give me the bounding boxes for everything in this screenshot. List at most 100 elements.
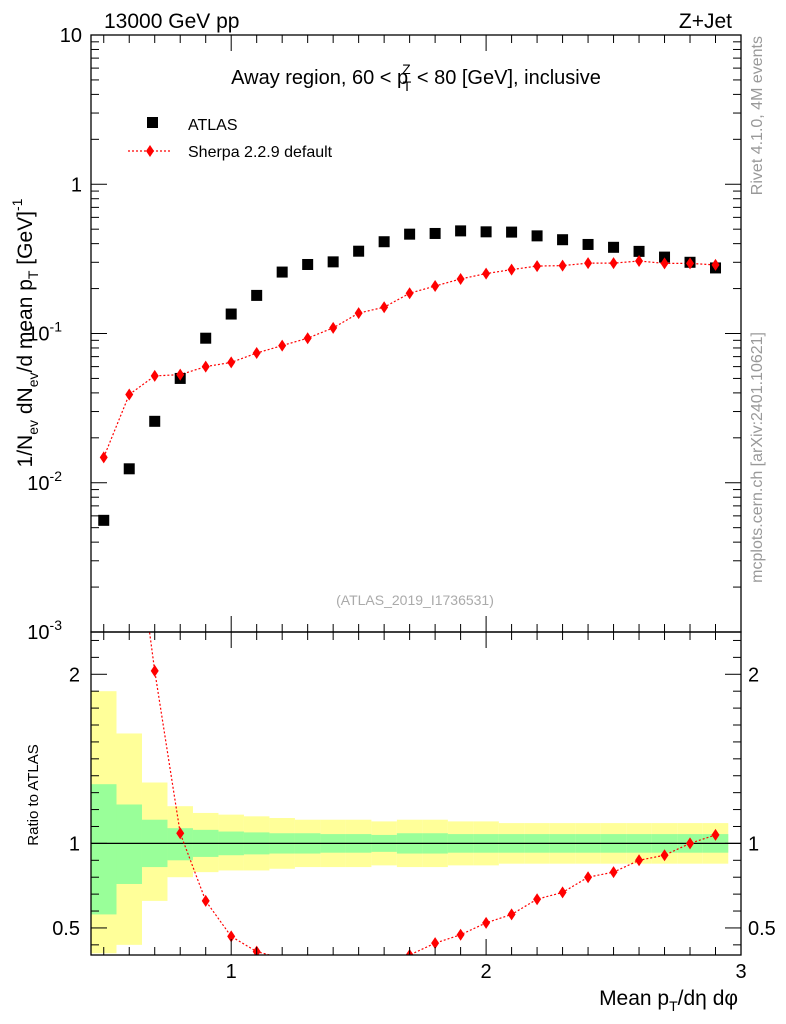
ratio-point — [431, 937, 440, 950]
atlas-point — [98, 514, 110, 526]
x-tick-label: 2 — [481, 961, 492, 983]
legend-atlas-label: ATLAS — [188, 117, 238, 134]
mcplots-label: mcplots.cern.ch [arXiv:2401.10621] — [749, 332, 766, 583]
atlas-point — [480, 226, 492, 238]
ratio-y-tick-label-right: 0.5 — [748, 918, 776, 940]
sherpa-point — [431, 280, 440, 293]
analysis-watermark: (ATLAS_2019_I1736531) — [336, 592, 494, 608]
atlas-point — [200, 332, 212, 344]
ratio-point — [482, 916, 491, 929]
atlas-point — [378, 236, 390, 248]
x-tick-label: 1 — [226, 961, 237, 983]
sherpa-point — [609, 257, 618, 270]
sherpa-point — [507, 263, 516, 276]
atlas-point — [149, 415, 161, 427]
ratio-y-tick-label-right: 1 — [748, 833, 759, 855]
rivet-label: Rivet 4.1.0, 4M events — [749, 36, 766, 195]
atlas-point — [251, 289, 263, 301]
sherpa-point — [482, 267, 491, 280]
inner-band-bin — [91, 784, 117, 915]
x-tick-label: 3 — [735, 961, 746, 983]
ratio-y-tick-label: 2 — [69, 664, 80, 686]
sherpa-point — [329, 321, 338, 334]
legend-sherpa-label: Sherpa 2.2.9 default — [188, 144, 333, 161]
sherpa-point — [201, 360, 210, 373]
ratio-point — [711, 828, 720, 841]
sherpa-point — [227, 356, 236, 369]
atlas-point — [225, 308, 237, 320]
sherpa-point — [711, 258, 720, 271]
sherpa-point — [380, 301, 389, 314]
sherpa-point — [125, 388, 134, 401]
ratio-point — [584, 871, 593, 884]
ratio-point — [227, 930, 236, 943]
ratio-point — [609, 866, 618, 879]
sherpa-point — [354, 307, 363, 320]
y-tick-label: 10-3 — [27, 617, 62, 644]
ratio-frame — [90, 631, 742, 956]
atlas-point — [455, 225, 467, 237]
header-left: 13000 GeV pp — [104, 10, 239, 33]
atlas-point — [608, 241, 620, 253]
ratio-line — [148, 632, 716, 955]
ratio-point — [201, 894, 210, 907]
ratio-point — [533, 893, 542, 906]
sherpa-point — [278, 339, 287, 352]
atlas-point — [557, 234, 569, 246]
atlas-point — [506, 226, 518, 238]
sherpa-point — [660, 257, 669, 270]
ratio-y-tick-label: 0.5 — [52, 918, 80, 940]
plot-title: Away region, 60 < pZ T < 80 [GeV], inclus… — [231, 61, 601, 94]
y-tick-label: 10 — [60, 25, 82, 47]
atlas-point — [633, 245, 645, 257]
atlas-point — [582, 238, 594, 250]
sherpa-point — [456, 272, 465, 285]
y-tick-label: 10-2 — [27, 468, 62, 495]
sherpa-point — [635, 255, 644, 268]
ratio-y-tick-label-right: 2 — [748, 664, 759, 686]
y-axis-label: 1/Nev dNev/d mean pT [GeV]-1 — [9, 198, 41, 467]
x-axis-label: Mean pT/dη dφ — [599, 987, 738, 1014]
atlas-point — [531, 230, 543, 242]
sherpa-point — [303, 332, 312, 345]
atlas-point — [327, 256, 339, 268]
ratio-bands — [91, 691, 741, 954]
ratio-panel: 1 2 30.5 0.51 12 2 Ratio to ATLAS Mean pT/dη … — [25, 631, 776, 1014]
sherpa-point — [558, 259, 567, 272]
atlas-point — [123, 463, 135, 475]
sherpa-point — [686, 257, 695, 270]
ratio-point — [635, 854, 644, 867]
atlas-point — [429, 227, 441, 239]
ratio-y-tick-label: 1 — [69, 833, 80, 855]
sherpa-point — [252, 347, 261, 360]
ratio-point — [150, 664, 159, 677]
ratio-point — [507, 908, 516, 921]
y-tick-label: 10-1 — [27, 319, 62, 346]
atlas-point — [659, 251, 671, 263]
ratio-ticks: 1 2 30.5 0.51 12 2 — [52, 632, 776, 983]
sherpa-point — [176, 368, 185, 381]
legend-sherpa-marker — [146, 145, 154, 157]
legend-atlas-marker — [147, 117, 158, 128]
sherpa-point — [533, 260, 542, 273]
main-panel: 10-3 10-2 10-1 1 10 Away region, 60 < pZ T < … — [9, 25, 742, 644]
sherpa-point — [150, 369, 159, 382]
ratio-y-label: Ratio to ATLAS — [25, 744, 42, 845]
legend: ATLAS Sherpa 2.2.9 default — [128, 117, 333, 161]
ratio-series-group — [148, 632, 720, 955]
ratio-point — [456, 928, 465, 941]
inner-band-bin — [116, 804, 142, 884]
main-marks — [98, 225, 722, 526]
ratio-point — [660, 849, 669, 862]
header-right: Z+Jet — [679, 10, 732, 33]
ratio-marks — [148, 632, 720, 955]
ratio-point — [176, 827, 185, 840]
sherpa-point — [405, 287, 414, 300]
y-tick-label: 1 — [71, 174, 82, 196]
atlas-point — [302, 258, 314, 270]
ratio-point — [686, 837, 695, 850]
atlas-point — [404, 228, 416, 240]
ratio-point — [558, 886, 567, 899]
sherpa-point — [584, 257, 593, 270]
